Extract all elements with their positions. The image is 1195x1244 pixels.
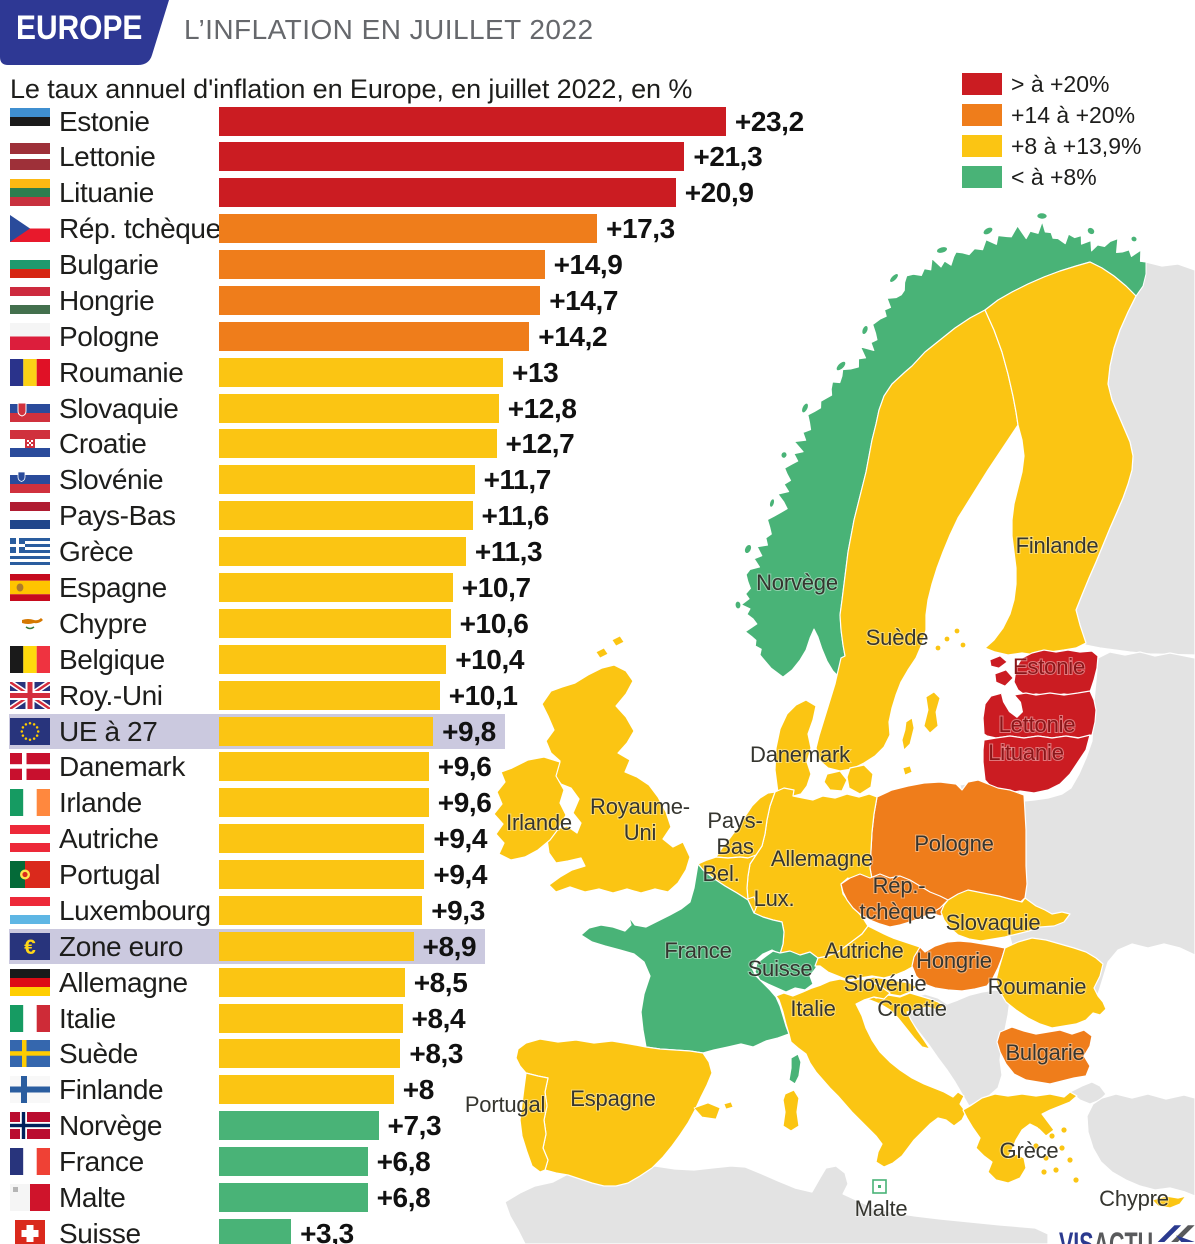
svg-text:Suisse: Suisse [748, 956, 813, 981]
svg-text:Royaume-: Royaume- [590, 794, 690, 819]
svg-text:Lituanie: Lituanie [988, 740, 1063, 765]
svg-text:Pologne: Pologne [914, 831, 993, 856]
svg-text:Autriche: Autriche [824, 938, 903, 963]
svg-text:€: € [24, 936, 36, 959]
svg-text:Espagne: Espagne [570, 1086, 655, 1111]
svg-text:Finlande: Finlande [1016, 533, 1099, 558]
svg-text:Estonie: Estonie [1013, 654, 1085, 679]
svg-text:Danemark: Danemark [750, 742, 851, 767]
svg-text:Bel.: Bel. [702, 861, 739, 886]
svg-text:Roumanie: Roumanie [988, 974, 1087, 999]
svg-text:Rép.-: Rép.- [873, 873, 926, 898]
svg-text:Hongrie: Hongrie [916, 948, 992, 973]
svg-text:Allemagne: Allemagne [771, 846, 873, 871]
svg-text:Norvège: Norvège [756, 570, 838, 595]
svg-text:France: France [664, 938, 731, 963]
svg-text:Irlande: Irlande [506, 810, 572, 835]
svg-text:tchèque: tchèque [860, 899, 937, 924]
svg-text:Suède: Suède [866, 625, 929, 650]
svg-text:Grèce: Grèce [1000, 1138, 1059, 1163]
svg-text:Portugal: Portugal [465, 1092, 545, 1117]
svg-text:Chypre: Chypre [1099, 1186, 1169, 1211]
svg-text:Slovénie: Slovénie [844, 971, 927, 996]
svg-text:Pays-: Pays- [707, 808, 762, 833]
svg-text:Uni: Uni [624, 820, 656, 845]
svg-text:Bulgarie: Bulgarie [1005, 1040, 1084, 1065]
svg-text:Croatie: Croatie [877, 996, 947, 1021]
svg-text:Italie: Italie [790, 996, 835, 1021]
svg-text:Lux.: Lux. [754, 886, 795, 911]
svg-text:Lettonie: Lettonie [999, 712, 1076, 737]
svg-text:Slovaquie: Slovaquie [946, 910, 1041, 935]
svg-text:Bas: Bas [716, 834, 754, 859]
svg-text:Malte: Malte [855, 1196, 908, 1221]
